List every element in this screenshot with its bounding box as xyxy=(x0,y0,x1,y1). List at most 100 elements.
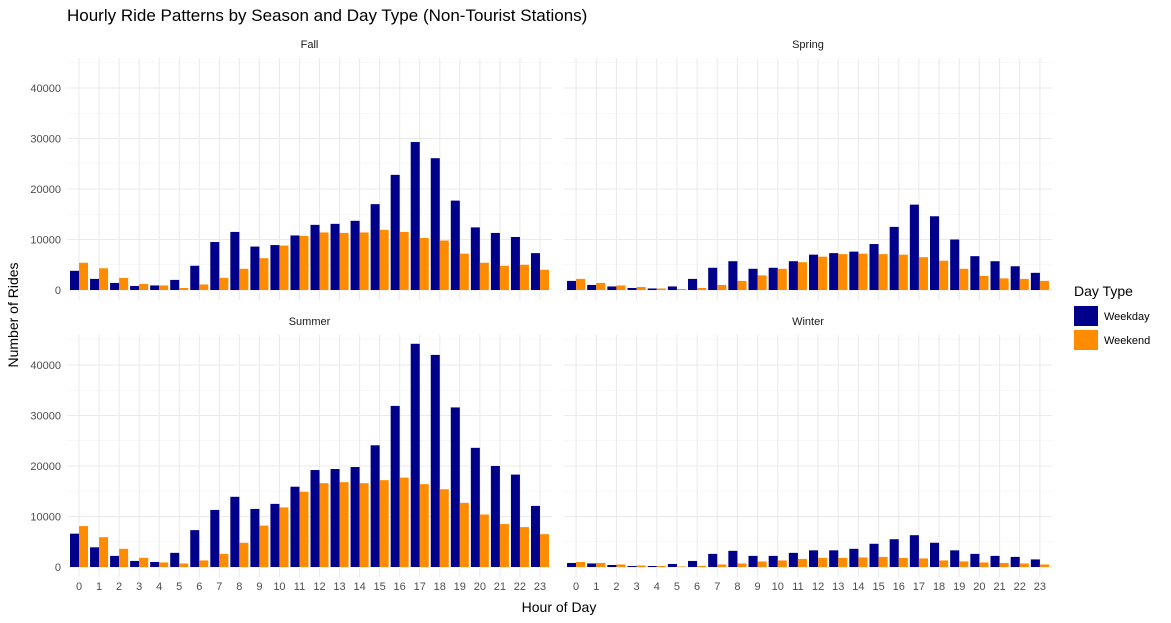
x-tick-label: 10 xyxy=(273,581,285,593)
y-tick-label: 40000 xyxy=(30,360,61,372)
panel-strip-label: Summer xyxy=(289,316,331,328)
bar-weekday xyxy=(410,343,420,567)
y-tick-label: 10000 xyxy=(30,235,61,247)
bar-weekend xyxy=(838,254,848,290)
x-tick-label: 7 xyxy=(714,581,720,593)
x-tick-label: 19 xyxy=(454,581,466,593)
x-tick-label: 19 xyxy=(953,581,965,593)
bar-weekend xyxy=(596,562,606,567)
bar-weekend xyxy=(858,253,868,290)
bar-weekend xyxy=(797,262,807,290)
bar-weekday xyxy=(470,447,480,567)
bar-weekend xyxy=(339,482,349,567)
x-tick-label: 15 xyxy=(374,581,386,593)
bar-weekend xyxy=(939,260,949,290)
x-tick-label: 22 xyxy=(514,581,526,593)
bar-weekday xyxy=(230,231,240,290)
bar-weekday xyxy=(728,261,738,290)
bar-weekend xyxy=(459,502,469,567)
bar-weekday xyxy=(688,560,698,567)
bar-weekend xyxy=(858,557,868,567)
y-tick-label: 30000 xyxy=(30,411,61,423)
bar-weekend xyxy=(539,534,549,567)
bar-weekend xyxy=(676,566,686,567)
bar-weekend xyxy=(399,231,409,290)
bar-weekday xyxy=(150,561,160,567)
bar-weekday xyxy=(990,555,1000,567)
bar-weekday xyxy=(930,216,940,290)
bar-weekend xyxy=(596,282,606,290)
bar-weekend xyxy=(259,258,269,290)
bar-weekday xyxy=(869,244,879,290)
legend-key-weekend xyxy=(1074,330,1098,350)
bar-weekend xyxy=(499,524,509,567)
bar-weekend xyxy=(379,480,389,567)
bar-weekday xyxy=(567,562,577,567)
bar-weekday xyxy=(370,445,380,567)
bar-weekend xyxy=(439,240,449,290)
bar-weekday xyxy=(950,550,960,567)
bar-weekend xyxy=(99,268,109,290)
bar-weekend xyxy=(636,565,646,567)
bar-weekend xyxy=(636,286,646,290)
bar-weekday xyxy=(849,548,859,567)
x-tick-label: 12 xyxy=(313,581,325,593)
bar-weekday xyxy=(607,564,617,567)
bar-weekday xyxy=(350,467,360,567)
bar-weekday xyxy=(390,174,400,290)
bar-weekend xyxy=(519,264,529,290)
x-tick-label: 9 xyxy=(755,581,761,593)
x-tick-label: 15 xyxy=(872,581,884,593)
x-tick-label: 13 xyxy=(333,581,345,593)
x-tick-label: 17 xyxy=(414,581,426,593)
bar-weekday xyxy=(390,405,400,567)
bar-weekend xyxy=(757,275,767,290)
bar-weekend xyxy=(499,265,509,290)
bar-weekend xyxy=(279,245,289,290)
bar-weekend xyxy=(676,288,686,290)
y-tick-label: 30000 xyxy=(30,134,61,146)
x-tick-label: 18 xyxy=(434,581,446,593)
bar-weekend xyxy=(979,275,989,290)
x-tick-label: 17 xyxy=(913,581,925,593)
bar-weekday xyxy=(310,224,320,290)
legend-label-weekend: Weekend xyxy=(1104,335,1150,347)
bar-weekend xyxy=(656,288,666,290)
bar-weekend xyxy=(918,558,928,567)
bar-weekend xyxy=(359,483,369,567)
bar-weekday xyxy=(410,142,420,290)
bar-weekend xyxy=(737,280,747,290)
bar-weekday xyxy=(567,280,577,290)
bar-weekend xyxy=(79,526,89,567)
bar-weekend xyxy=(717,284,727,290)
bar-weekday xyxy=(70,533,80,567)
bar-weekday xyxy=(250,508,260,567)
bar-weekday xyxy=(607,286,617,290)
bar-weekday xyxy=(330,223,340,290)
bar-weekday xyxy=(470,227,480,290)
panel-fall: Fall 0 10000 20000 30000 40000 xyxy=(30,39,552,301)
panel-strip-label: Spring xyxy=(792,39,824,51)
bar-weekday xyxy=(330,469,340,567)
bar-weekday xyxy=(310,470,320,567)
bar-weekday xyxy=(370,204,380,290)
bar-weekend xyxy=(959,561,969,567)
bar-weekend xyxy=(616,285,626,290)
bar-weekend xyxy=(119,277,129,290)
bar-weekday xyxy=(430,354,440,567)
bar-weekend xyxy=(279,507,289,567)
bar-weekday xyxy=(150,285,160,290)
bar-weekday xyxy=(210,242,220,290)
bar-weekday xyxy=(1010,266,1020,290)
bar-weekend xyxy=(898,557,908,567)
x-tick-label: 0 xyxy=(573,581,579,593)
legend: Day Type Weekday Weekend xyxy=(1074,283,1150,350)
bar-weekend xyxy=(519,527,529,567)
bar-weekday xyxy=(990,261,1000,290)
bar-weekend xyxy=(717,564,727,567)
bar-weekday xyxy=(250,246,260,290)
bar-weekday xyxy=(970,553,980,567)
bar-weekday xyxy=(930,542,940,567)
bar-weekend xyxy=(656,565,666,567)
